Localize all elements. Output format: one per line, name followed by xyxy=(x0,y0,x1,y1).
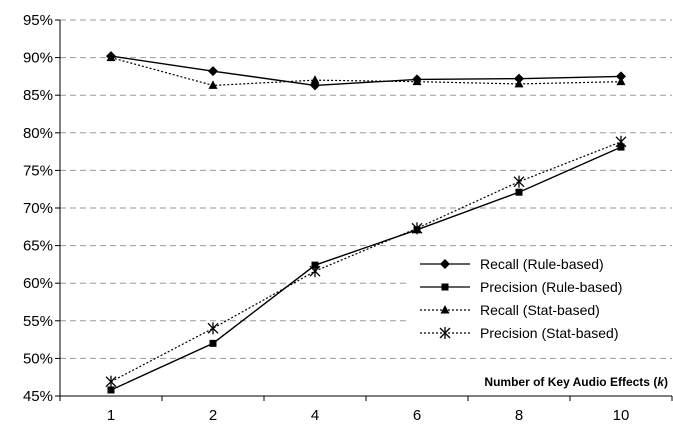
y-tick-label: 95% xyxy=(23,12,53,29)
x-tick-label: 1 xyxy=(107,407,115,424)
square-marker xyxy=(515,188,523,196)
legend: Recall (Rule-based) Precision (Rule-based… xyxy=(420,256,622,341)
y-tick-label: 55% xyxy=(23,313,53,330)
asterisk-marker xyxy=(439,327,451,339)
square-marker xyxy=(441,283,449,291)
gridlines xyxy=(60,19,672,359)
axes xyxy=(55,19,673,401)
y-tick-label: 50% xyxy=(23,350,53,367)
square-marker xyxy=(209,339,217,347)
square-marker xyxy=(311,261,319,269)
y-tick-labels: 45% 50% 55% 60% 65% 70% 75% 80% 85% 90% 95% xyxy=(23,12,53,405)
x-axis-label: Number of Key Audio Effects (k) xyxy=(484,375,668,389)
asterisk-marker xyxy=(309,265,321,278)
diamond-marker xyxy=(616,71,626,82)
x-axis-label-part: Number of Key Audio Effects ( xyxy=(484,375,657,389)
asterisk-marker xyxy=(513,175,525,188)
series-markers xyxy=(105,51,627,394)
x-tick-label: 8 xyxy=(515,407,523,424)
triangle-marker xyxy=(514,78,524,88)
triangle-marker xyxy=(616,76,626,86)
series-line-1 xyxy=(110,55,622,87)
triangle-marker xyxy=(310,75,320,84)
asterisk-marker xyxy=(615,135,627,148)
y-tick-label: 60% xyxy=(23,275,53,292)
asterisk-marker xyxy=(105,375,117,388)
y-tick-label: 90% xyxy=(23,50,53,67)
x-tick-label: 6 xyxy=(413,407,421,424)
diamond-marker xyxy=(440,259,450,269)
series-line-2 xyxy=(110,146,622,391)
y-tick-label: 65% xyxy=(23,238,53,255)
y-tick-label: 70% xyxy=(23,200,53,217)
y-tick-label: 75% xyxy=(23,162,53,179)
x-axis-label-part: ) xyxy=(664,375,668,389)
legend-label: Recall (Stat-based) xyxy=(480,302,600,318)
x-tick-labels: 1 2 4 6 8 10 xyxy=(107,407,630,424)
x-tick-label: 10 xyxy=(613,407,630,424)
y-tick-label: 85% xyxy=(23,87,53,104)
series-line-3 xyxy=(110,57,622,87)
x-axis-label-part: k xyxy=(657,375,665,389)
diamond-marker xyxy=(208,66,218,77)
x-tick-label: 4 xyxy=(311,407,319,424)
y-tick-label: 80% xyxy=(23,125,53,142)
triangle-marker xyxy=(208,80,218,89)
triangle-marker xyxy=(106,52,116,62)
legend-background xyxy=(410,250,672,348)
series-line-4 xyxy=(110,141,622,383)
triangle-marker xyxy=(440,305,450,314)
asterisk-marker xyxy=(207,322,219,335)
series-lines xyxy=(110,55,622,391)
asterisk-marker xyxy=(411,222,423,235)
legend-label: Recall (Rule-based) xyxy=(480,256,604,272)
triangle-marker xyxy=(412,76,422,86)
legend-label: Precision (Rule-based) xyxy=(480,279,622,295)
square-marker xyxy=(107,386,115,394)
legend-label: Precision (Stat-based) xyxy=(480,325,619,341)
x-tick-label: 2 xyxy=(209,407,217,424)
diamond-marker xyxy=(514,73,524,84)
y-tick-label: 45% xyxy=(23,388,53,405)
